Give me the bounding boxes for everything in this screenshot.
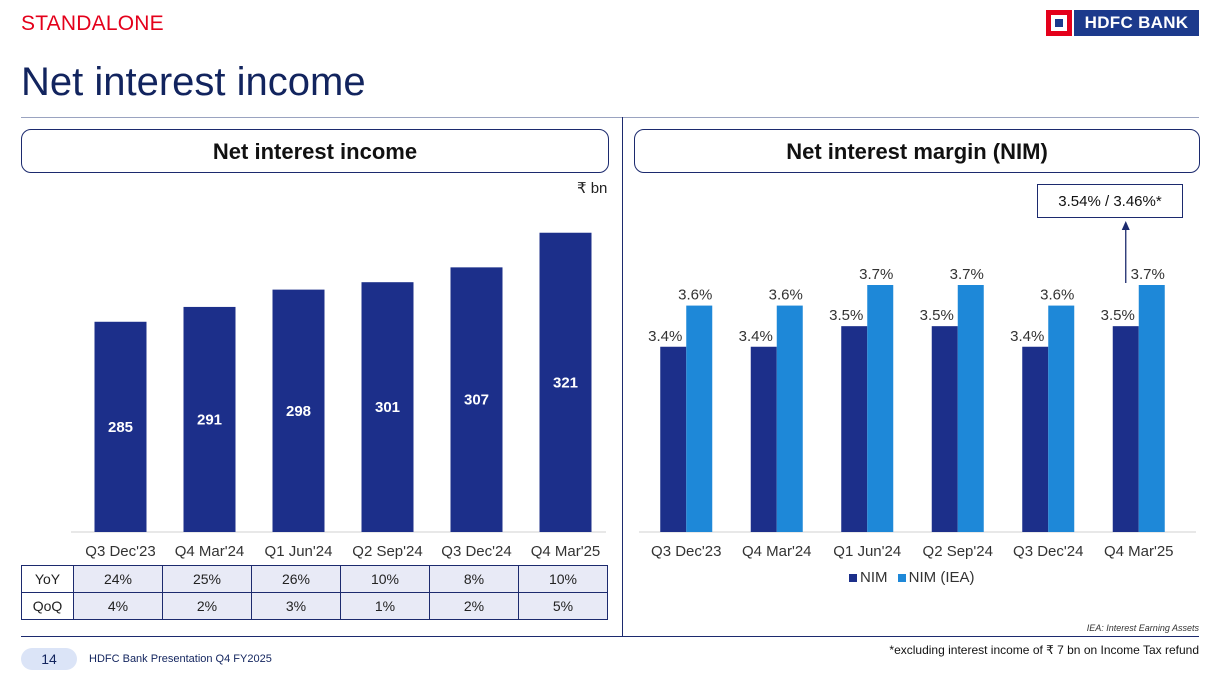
nim-iea-bar — [957, 285, 984, 532]
table-cell: 2% — [429, 592, 519, 620]
logo-text: HDFC BANK — [1074, 10, 1199, 36]
growth-table: YoY 24% 25% 26% 10% 8% 10% QoQ 4% 2% 3% 1% 2% 5% — [21, 565, 608, 620]
nii-category-label: Q4 Mar'24 — [175, 543, 245, 560]
table-row-label: QoQ — [21, 592, 74, 620]
table-cell: 25% — [162, 565, 252, 593]
nii-bar — [361, 282, 414, 532]
nii-unit-label: ₹ bn — [577, 180, 608, 197]
table-cell: 8% — [429, 565, 519, 593]
nii-data-label: 291 — [197, 411, 222, 428]
table-cell: 10% — [518, 565, 608, 593]
nim-category-label: Q3 Dec'24 — [1013, 543, 1083, 560]
nim-bar-chart: 3.4% 3.6% Q3 Dec'23 3.4% 3.6% Q4 Mar'24 3.5% 3.… — [639, 221, 1196, 560]
nim-panel-header: Net interest margin (NIM) — [634, 129, 1200, 173]
top-divider — [21, 117, 1199, 118]
nim-iea-bar — [686, 305, 713, 532]
legend-item-nim-iea: NIM (IEA) — [897, 569, 975, 586]
nim-bar — [660, 346, 687, 532]
nii-bar — [94, 321, 147, 532]
hdfc-logo-mark-icon — [1046, 10, 1072, 36]
table-cell: 1% — [340, 592, 430, 620]
nim-callout-box: 3.54% / 3.46%* — [1037, 184, 1183, 218]
nim-legend: NIM NIM (IEA) — [849, 569, 975, 586]
nii-panel-header: Net interest income — [21, 129, 609, 173]
nim-iea-data-label: 3.7% — [859, 266, 893, 283]
nim-data-label: 3.4% — [739, 328, 773, 345]
nim-iea-data-label: 3.7% — [950, 266, 984, 283]
page-number: 14 — [21, 648, 77, 670]
arrow-up-icon — [1121, 221, 1130, 230]
nii-data-label: 285 — [108, 419, 133, 436]
panel-divider — [622, 117, 623, 637]
presentation-title: HDFC Bank Presentation Q4 FY2025 — [89, 653, 272, 665]
nii-data-label: 301 — [375, 399, 400, 416]
nim-data-label: 3.4% — [648, 328, 682, 345]
nim-category-label: Q3 Dec'23 — [651, 543, 721, 560]
standalone-label: STANDALONE — [21, 12, 164, 35]
iea-note: IEA: Interest Earning Assets — [1086, 623, 1199, 633]
nim-category-label: Q4 Mar'25 — [1104, 543, 1174, 560]
nim-iea-data-label: 3.6% — [678, 287, 712, 304]
table-cell: 24% — [73, 565, 163, 593]
nim-iea-data-label: 3.6% — [769, 287, 803, 304]
nii-category-label: Q3 Dec'23 — [85, 543, 155, 560]
table-cell: 3% — [251, 592, 341, 620]
nim-swatch-icon — [849, 574, 857, 583]
table-row-label: YoY — [21, 565, 74, 593]
footnote: *excluding interest income of ₹ 7 bn on … — [889, 643, 1199, 657]
nim-bar — [841, 326, 868, 532]
table-cell: 26% — [251, 565, 341, 593]
nim-iea-bar — [1138, 285, 1165, 532]
nii-category-label: Q4 Mar'25 — [531, 543, 601, 560]
nim-bar — [750, 346, 777, 532]
legend-label-nim-iea: NIM (IEA) — [908, 569, 975, 586]
nim-data-label: 3.5% — [1101, 307, 1135, 324]
nii-data-label: 321 — [553, 374, 578, 391]
nii-bar — [183, 306, 236, 532]
nim-iea-bar — [776, 305, 803, 532]
hdfc-bank-logo: HDFC BANK — [1046, 10, 1199, 36]
table-cell: 4% — [73, 592, 163, 620]
nii-data-label: 298 — [286, 403, 311, 420]
nii-category-label: Q2 Sep'24 — [352, 543, 422, 560]
bottom-divider — [21, 636, 1199, 637]
nim-data-label: 3.4% — [1010, 328, 1044, 345]
nim-category-label: Q4 Mar'24 — [742, 543, 812, 560]
table-row: QoQ 4% 2% 3% 1% 2% 5% — [21, 592, 608, 620]
nim-iea-data-label: 3.6% — [1040, 287, 1074, 304]
table-cell: 10% — [340, 565, 430, 593]
nim-iea-bar — [867, 285, 894, 532]
page-title: Net interest income — [21, 60, 366, 104]
table-row: YoY 24% 25% 26% 10% 8% 10% — [21, 565, 608, 593]
nii-data-label: 307 — [464, 392, 489, 409]
nii-bar — [450, 267, 503, 532]
nii-bar — [272, 289, 325, 532]
legend-label-nim: NIM — [860, 569, 888, 586]
table-cell: 5% — [518, 592, 608, 620]
table-cell: 2% — [162, 592, 252, 620]
nim-category-label: Q2 Sep'24 — [923, 543, 993, 560]
legend-item-nim: NIM — [849, 569, 888, 586]
nim-iea-data-label: 3.7% — [1131, 266, 1165, 283]
nii-bar — [539, 232, 592, 532]
nii-bar-chart: 285 Q3 Dec'23 291 Q4 Mar'24 298 Q1 Jun'24 301 Q… — [71, 232, 606, 560]
nii-category-label: Q1 Jun'24 — [265, 543, 333, 560]
nim-data-label: 3.5% — [920, 307, 954, 324]
nim-data-label: 3.5% — [829, 307, 863, 324]
nim-iea-bar — [1048, 305, 1075, 532]
nim-bar — [1022, 346, 1049, 532]
nim-iea-swatch-icon — [897, 574, 906, 583]
nim-bar — [1112, 326, 1139, 532]
nii-category-label: Q3 Dec'24 — [441, 543, 511, 560]
nim-category-label: Q1 Jun'24 — [833, 543, 901, 560]
nim-bar — [931, 326, 958, 532]
